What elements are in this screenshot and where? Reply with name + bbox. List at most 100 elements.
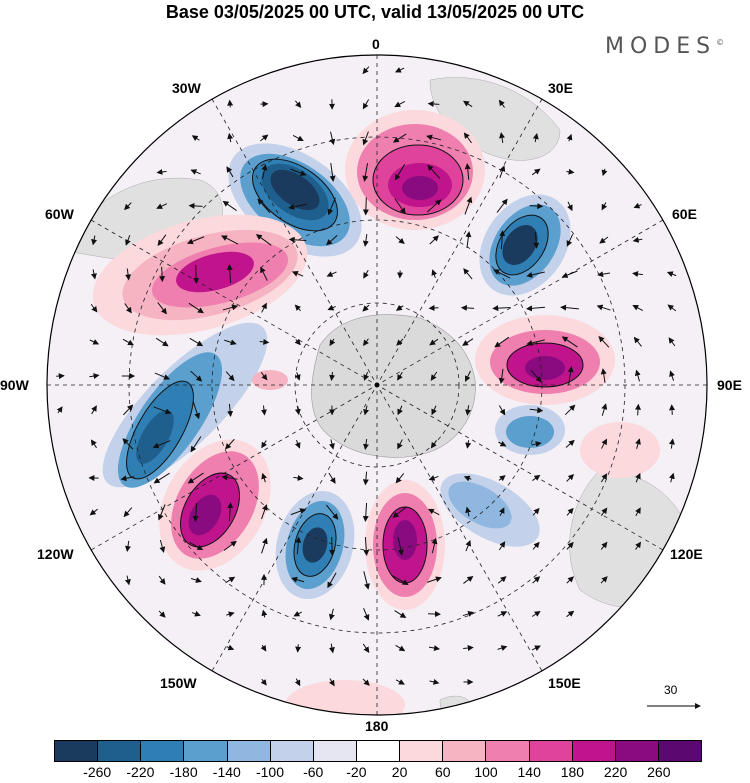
- wind-vector: [56, 406, 63, 414]
- label-90e: 90E: [717, 377, 742, 393]
- wind-vector: [190, 370, 203, 382]
- wind-vector: [600, 507, 608, 516]
- wind-vector: [154, 372, 171, 380]
- wind-vector: [363, 405, 370, 416]
- wind-vector: [192, 401, 201, 420]
- wind-vector: [326, 271, 337, 277]
- wind-vector: [465, 539, 471, 552]
- wind-vector: [294, 372, 301, 381]
- wind-vector: [463, 268, 473, 280]
- wind-vector: [191, 135, 200, 142]
- wind-vector: [260, 372, 268, 381]
- colorbar-swatch: [98, 741, 142, 761]
- wind-vector: [227, 502, 234, 522]
- wind-vector: [90, 439, 97, 449]
- wind-vector: [122, 438, 134, 450]
- wind-vector: [125, 234, 131, 246]
- wind-vector: [362, 643, 370, 653]
- wind-vector: [225, 438, 235, 450]
- wind-vector: [328, 472, 336, 484]
- logo-text: MODES: [605, 34, 717, 59]
- wind-vector: [156, 168, 167, 175]
- wind-vector: [226, 611, 235, 618]
- wind-vector: [428, 645, 440, 651]
- wind-vector: [362, 502, 369, 522]
- logo-mark: ©: [716, 38, 725, 47]
- colorbar-tick-label: -20: [346, 764, 367, 780]
- wind-vector: [498, 405, 506, 416]
- wind-vector: [633, 336, 642, 347]
- wind-vector: [530, 369, 542, 383]
- wind-vector: [192, 502, 199, 522]
- colorbar-swatch: [55, 741, 99, 761]
- label-90w: 90W: [0, 377, 29, 393]
- wind-vector: [668, 438, 675, 449]
- wind-vector: [597, 271, 610, 278]
- wind-vector: [363, 269, 369, 279]
- wind-vector: [493, 269, 511, 279]
- wind-vector: [427, 100, 440, 107]
- colorbar-tick-label: 60: [435, 764, 451, 780]
- wind-vector: [328, 678, 335, 687]
- wind-vector: [531, 441, 542, 447]
- colorbar-swatch: [356, 741, 401, 761]
- wind-vector: [394, 198, 406, 215]
- wind-vector: [634, 369, 641, 382]
- wind-vector: [430, 371, 438, 381]
- wind-vector: [498, 440, 507, 447]
- wind-vector: [363, 536, 370, 556]
- wind-vector: [328, 608, 335, 621]
- wind-vector: [255, 234, 272, 246]
- wind-vector: [394, 67, 405, 73]
- wind-vector: [293, 610, 302, 617]
- wind-vector: [497, 576, 507, 584]
- wind-vector: [362, 234, 369, 247]
- colorbar-swatch: [572, 741, 616, 761]
- wind-vector: [498, 541, 506, 551]
- wind-vector: [667, 304, 677, 312]
- wind-vector: [499, 165, 506, 178]
- wind-vector: [565, 439, 575, 448]
- wind-vector: [566, 576, 574, 584]
- wind-vector: [327, 304, 336, 311]
- wind-vector: [329, 536, 336, 556]
- wind-vector: [498, 507, 505, 517]
- wind-vector: [123, 404, 134, 416]
- wind-vector: [463, 645, 474, 651]
- south-pole-dot: [374, 382, 380, 388]
- wind-vector: [497, 611, 508, 617]
- wind-vector: [567, 201, 573, 212]
- wind-vector: [533, 232, 540, 249]
- wind-vector: [294, 678, 301, 687]
- wind-vector: [431, 269, 438, 279]
- wind-vector: [428, 304, 439, 311]
- wind-vector: [226, 166, 234, 178]
- wind-vector: [362, 131, 369, 146]
- wind-vector: [157, 234, 167, 246]
- label-150w: 150W: [160, 675, 197, 691]
- wind-vector: [429, 678, 440, 685]
- wind-vector: [190, 436, 202, 453]
- wind-vector: [395, 304, 404, 311]
- wind-vector: [668, 337, 676, 347]
- map-title: Base 03/05/2025 00 UTC, valid 13/05/2025…: [165, 2, 585, 22]
- wind-vector: [394, 610, 407, 618]
- wind-vector: [362, 304, 370, 312]
- label-30e: 30E: [548, 80, 573, 96]
- wind-vector: [329, 131, 336, 146]
- wind-vector: [89, 508, 98, 516]
- colorbar-tick-label: 100: [474, 764, 498, 780]
- wind-vector: [362, 99, 370, 110]
- label-30w: 30W: [172, 80, 201, 96]
- wind-vector: [222, 200, 237, 211]
- new-zealand-land: [439, 695, 473, 715]
- wind-vector: [362, 338, 369, 347]
- colorbar-tick-label: 260: [647, 764, 671, 780]
- wind-vector: [395, 644, 406, 652]
- wind-vector: [465, 231, 472, 249]
- wind-vector: [294, 405, 301, 416]
- wind-vector: [426, 199, 442, 213]
- wind-vector: [125, 540, 131, 553]
- wind-vector: [294, 440, 301, 449]
- wind-vector: [227, 403, 234, 418]
